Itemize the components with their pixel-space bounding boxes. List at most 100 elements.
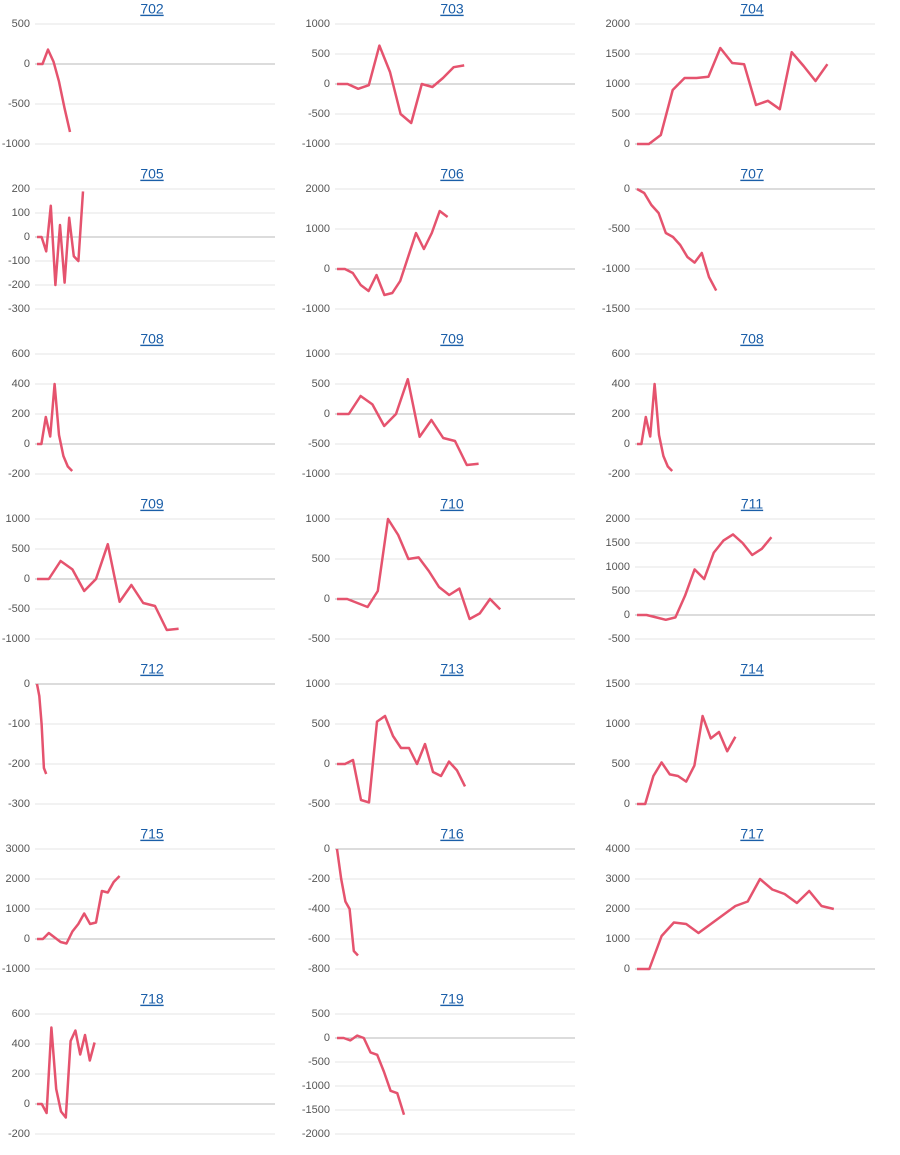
chart-title[interactable]: 714 <box>740 661 764 677</box>
y-tick-label: -200 <box>608 468 630 480</box>
chart-title[interactable]: 716 <box>440 826 464 842</box>
y-tick-label: 1000 <box>306 513 330 525</box>
chart-title[interactable]: 706 <box>440 166 464 182</box>
data-line <box>37 875 121 945</box>
y-tick-label: 500 <box>612 585 630 597</box>
y-tick-label: 0 <box>624 138 630 150</box>
data-line <box>636 187 718 292</box>
y-tick-label: -500 <box>8 603 30 615</box>
y-tick-label: 2000 <box>606 513 630 525</box>
y-tick-label: 3000 <box>6 843 30 855</box>
chart-title[interactable]: 704 <box>740 1 764 17</box>
y-tick-label: 0 <box>324 758 330 770</box>
y-tick-label: 500 <box>312 378 330 390</box>
y-tick-label: 0 <box>324 593 330 605</box>
y-tick-label: -1500 <box>602 303 630 315</box>
chart-title[interactable]: 713 <box>440 661 464 677</box>
data-line <box>337 209 449 297</box>
y-tick-label: -400 <box>308 903 330 915</box>
chart-title[interactable]: 712 <box>140 661 164 677</box>
data-line <box>37 48 72 133</box>
y-tick-label: 200 <box>12 183 30 195</box>
y-tick-label: -500 <box>308 438 330 450</box>
y-tick-label: 0 <box>324 1032 330 1044</box>
y-tick-label: -200 <box>8 279 30 291</box>
y-tick-label: 0 <box>24 438 30 450</box>
y-tick-label: 1000 <box>306 678 330 690</box>
y-tick-label: -300 <box>8 798 30 810</box>
chart-title[interactable]: 703 <box>440 1 464 17</box>
y-tick-label: 500 <box>12 18 30 30</box>
chart-title[interactable]: 702 <box>140 1 164 17</box>
data-line <box>37 382 74 472</box>
y-tick-label: 500 <box>612 758 630 770</box>
y-tick-label: -200 <box>8 758 30 770</box>
y-tick-label: 500 <box>312 553 330 565</box>
data-line <box>637 714 737 806</box>
y-tick-label: -200 <box>8 468 30 480</box>
y-tick-label: -500 <box>608 633 630 645</box>
y-tick-label: 0 <box>24 1098 30 1110</box>
y-tick-label: 1000 <box>606 718 630 730</box>
data-line <box>337 44 465 125</box>
y-tick-label: -1000 <box>302 1080 330 1092</box>
y-tick-label: 600 <box>12 348 30 360</box>
y-tick-label: -200 <box>308 873 330 885</box>
y-tick-label: -500 <box>608 223 630 235</box>
y-tick-label: -1000 <box>302 303 330 315</box>
y-tick-label: 500 <box>12 543 30 555</box>
data-line <box>337 1034 406 1116</box>
chart-title[interactable]: 711 <box>741 496 764 512</box>
y-tick-label: -500 <box>308 798 330 810</box>
y-tick-label: 1000 <box>606 561 630 573</box>
y-tick-label: 0 <box>624 438 630 450</box>
y-tick-label: 200 <box>12 408 30 420</box>
y-tick-label: 200 <box>612 408 630 420</box>
y-tick-label: 2000 <box>606 903 630 915</box>
y-tick-label: 0 <box>324 408 330 420</box>
y-tick-label: 0 <box>624 963 630 975</box>
y-tick-label: -200 <box>8 1128 30 1140</box>
chart-title[interactable]: 717 <box>740 826 764 842</box>
y-tick-label: 0 <box>24 933 30 945</box>
y-tick-label: 0 <box>24 678 30 690</box>
chart-title[interactable]: 710 <box>440 496 464 512</box>
y-tick-label: -600 <box>308 933 330 945</box>
y-tick-label: 500 <box>312 1008 330 1020</box>
y-tick-label: 1000 <box>306 348 330 360</box>
y-tick-label: -1000 <box>602 263 630 275</box>
y-tick-label: 0 <box>624 798 630 810</box>
y-tick-label: 400 <box>612 378 630 390</box>
data-line <box>337 714 467 804</box>
chart-title[interactable]: 709 <box>440 331 464 347</box>
chart-title[interactable]: 718 <box>140 991 164 1007</box>
y-tick-label: -1000 <box>2 138 30 150</box>
y-tick-label: 1000 <box>6 903 30 915</box>
y-tick-label: 500 <box>312 48 330 60</box>
y-tick-label: 0 <box>324 843 330 855</box>
y-tick-label: 2000 <box>6 873 30 885</box>
y-tick-label: 400 <box>12 1038 30 1050</box>
y-tick-label: 400 <box>12 378 30 390</box>
chart-title[interactable]: 709 <box>140 496 164 512</box>
y-tick-label: 0 <box>324 263 330 275</box>
y-tick-label: -500 <box>308 1056 330 1068</box>
data-line <box>637 533 773 622</box>
y-tick-label: -1500 <box>302 1104 330 1116</box>
y-tick-label: 600 <box>612 348 630 360</box>
chart-title[interactable]: 719 <box>440 991 464 1007</box>
chart-title[interactable]: 715 <box>140 826 164 842</box>
data-line <box>637 46 829 146</box>
y-tick-label: -500 <box>8 98 30 110</box>
chart-title[interactable]: 707 <box>740 166 764 182</box>
chart-title[interactable]: 705 <box>140 166 164 182</box>
y-tick-label: -100 <box>8 255 30 267</box>
data-line <box>637 382 674 472</box>
y-tick-label: -1000 <box>2 963 30 975</box>
chart-title[interactable]: 708 <box>740 331 764 347</box>
data-line <box>335 848 359 957</box>
y-tick-label: 3000 <box>606 873 630 885</box>
chart-title[interactable]: 708 <box>140 331 164 347</box>
y-tick-label: 0 <box>24 573 30 585</box>
